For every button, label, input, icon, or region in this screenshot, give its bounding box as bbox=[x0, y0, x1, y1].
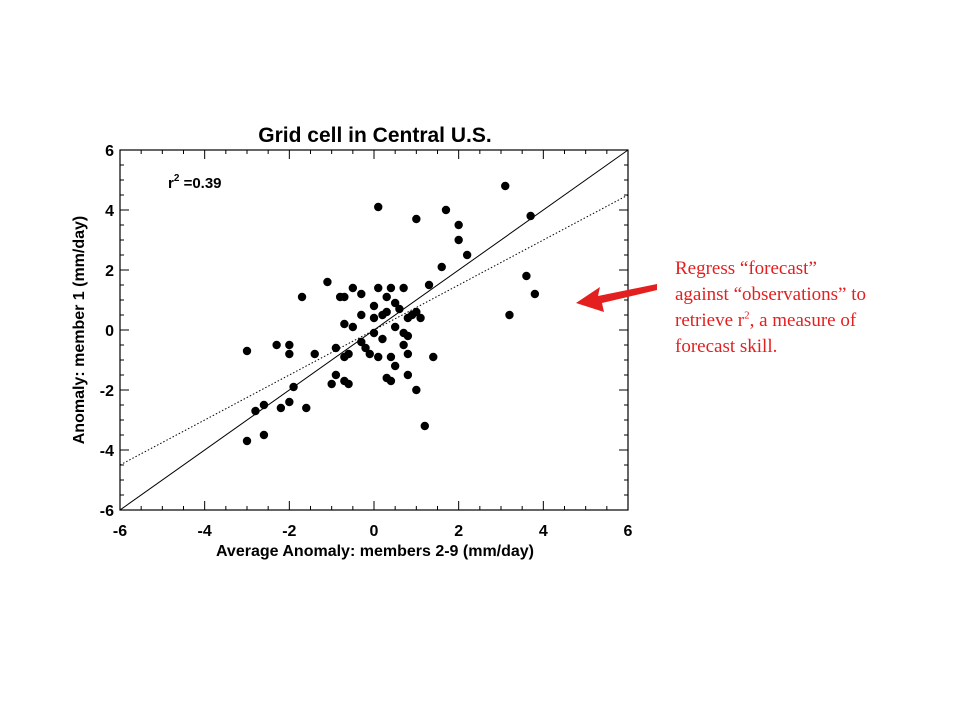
chart-title: Grid cell in Central U.S. bbox=[258, 124, 491, 147]
x-tick-label: 4 bbox=[539, 523, 548, 540]
data-point bbox=[382, 292, 391, 302]
data-point bbox=[289, 382, 298, 392]
y-tick-label: 4 bbox=[105, 203, 114, 220]
data-point bbox=[412, 214, 421, 224]
data-point bbox=[416, 313, 425, 323]
data-point bbox=[399, 340, 408, 350]
data-point bbox=[390, 322, 400, 332]
data-point bbox=[361, 343, 370, 353]
plot-area: -6 -4 -2 0 2 4 6 -6 -4 -2 0 2 4 6 bbox=[100, 143, 633, 540]
data-point bbox=[374, 352, 383, 362]
x-tick-label: -6 bbox=[113, 523, 127, 540]
callout-line-3-start: retrieve r bbox=[675, 310, 745, 331]
data-point bbox=[424, 280, 434, 290]
data-point bbox=[403, 370, 413, 380]
x-tick-label: 2 bbox=[454, 523, 463, 540]
data-point bbox=[378, 334, 387, 344]
x-axis-label: Average Anomaly: members 2-9 (mm/day) bbox=[216, 543, 534, 560]
y-tick-label: -2 bbox=[100, 383, 114, 400]
data-point bbox=[348, 283, 358, 293]
data-point bbox=[272, 340, 281, 350]
data-point bbox=[437, 262, 446, 272]
data-point bbox=[310, 349, 319, 359]
data-point bbox=[530, 289, 540, 299]
r-squared-annotation: r2 =0.39 bbox=[168, 173, 222, 192]
data-point bbox=[323, 277, 332, 287]
data-point bbox=[501, 181, 510, 191]
data-point bbox=[285, 397, 294, 407]
data-point bbox=[327, 379, 336, 389]
data-point bbox=[357, 337, 366, 347]
x-tick-label: -2 bbox=[282, 523, 296, 540]
data-point bbox=[441, 205, 451, 215]
data-point bbox=[344, 379, 353, 389]
y-tick-label: 0 bbox=[105, 323, 114, 340]
data-point bbox=[395, 304, 404, 314]
data-point bbox=[357, 310, 366, 320]
data-point bbox=[369, 328, 379, 338]
data-point bbox=[390, 361, 400, 371]
data-point bbox=[297, 292, 307, 302]
callout-line-4: forecast skill. bbox=[675, 336, 778, 357]
y-tick-label: 6 bbox=[105, 143, 114, 160]
data-point bbox=[285, 340, 294, 350]
data-point bbox=[331, 370, 341, 380]
data-point bbox=[403, 331, 413, 341]
data-point bbox=[369, 301, 379, 311]
data-point bbox=[276, 403, 286, 413]
r-value: =0.39 bbox=[179, 175, 221, 192]
data-point bbox=[420, 421, 429, 431]
data-point bbox=[259, 430, 269, 440]
data-point bbox=[357, 289, 366, 299]
data-point bbox=[505, 310, 514, 320]
callout-line-3-end: , a measure of bbox=[749, 310, 857, 331]
callout-arrow-icon bbox=[576, 284, 657, 312]
y-tick-label: -4 bbox=[100, 443, 114, 460]
data-point bbox=[399, 283, 408, 293]
data-point bbox=[412, 385, 421, 395]
data-point bbox=[462, 250, 472, 260]
data-point bbox=[242, 346, 252, 356]
data-point bbox=[251, 406, 260, 416]
data-point bbox=[386, 352, 396, 362]
x-tick-label: 0 bbox=[370, 523, 379, 540]
data-point bbox=[403, 349, 413, 359]
callout-superscript: 2 bbox=[744, 309, 750, 322]
data-point bbox=[522, 271, 531, 281]
data-point bbox=[242, 436, 252, 446]
callout-line-2: against “observations” to bbox=[675, 284, 867, 305]
data-point bbox=[259, 400, 269, 410]
data-point bbox=[340, 292, 349, 302]
data-point bbox=[390, 298, 400, 308]
data-point bbox=[412, 307, 421, 317]
data-point bbox=[382, 307, 391, 317]
r-label: r bbox=[168, 175, 174, 192]
data-point bbox=[386, 376, 396, 386]
data-point bbox=[386, 283, 396, 293]
data-point bbox=[374, 283, 383, 293]
y-tick-label: 2 bbox=[105, 263, 114, 280]
data-point bbox=[454, 235, 463, 245]
r-exponent: 2 bbox=[174, 173, 180, 184]
callout-line-1: Regress “forecast” bbox=[675, 258, 817, 279]
callout-line-3: retrieve r2, a measure of bbox=[675, 308, 945, 334]
data-point bbox=[344, 349, 353, 359]
x-tick-label: 6 bbox=[624, 523, 633, 540]
data-point bbox=[369, 313, 379, 323]
y-tick-label: -6 bbox=[100, 503, 114, 520]
data-point bbox=[302, 403, 311, 413]
data-point bbox=[331, 343, 341, 353]
data-point bbox=[429, 352, 438, 362]
data-point bbox=[285, 349, 294, 359]
data-point bbox=[454, 220, 463, 230]
data-point bbox=[340, 319, 349, 329]
data-point bbox=[365, 349, 374, 359]
y-axis-label: Anomaly: member 1 (mm/day) bbox=[71, 216, 88, 445]
callout-text: Regress “forecast” against “observations… bbox=[675, 256, 945, 360]
data-point bbox=[374, 202, 383, 212]
data-point bbox=[348, 322, 358, 332]
x-tick-label: -4 bbox=[198, 523, 212, 540]
data-point bbox=[526, 211, 535, 221]
